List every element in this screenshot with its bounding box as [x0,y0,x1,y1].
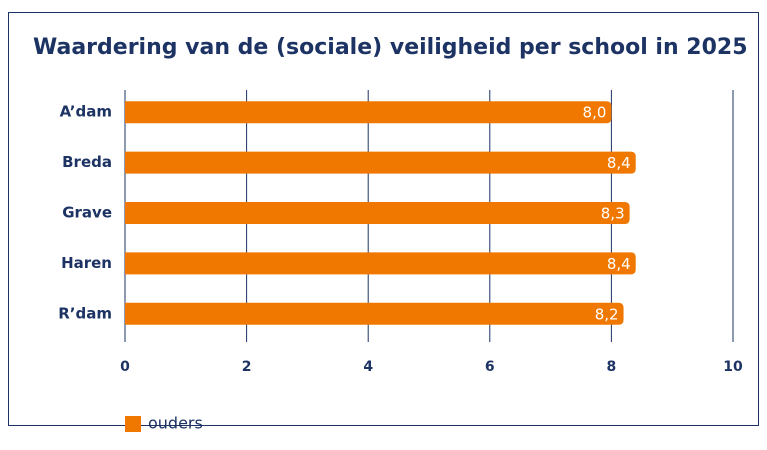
bar [125,302,624,325]
bar [125,202,630,224]
x-tick-label: 10 [723,359,743,375]
legend-label: ouders [148,414,203,433]
value-label: 8,2 [595,305,619,323]
y-tick-label: Grave [62,204,112,222]
value-label: 8,4 [607,255,631,273]
y-tick-label: Haren [61,254,112,272]
x-tick-label: 8 [607,359,617,375]
chart-title: Waardering van de (sociale) veiligheid p… [33,35,748,60]
value-label: 8,3 [601,205,625,223]
frame [8,12,759,426]
value-label: 8,0 [583,104,607,122]
value-label: 8,4 [607,154,631,172]
y-tick-label: Breda [62,153,112,171]
bar [125,151,636,174]
y-tick-label: A’dam [60,103,112,121]
bar [125,101,612,124]
x-tick-label: 6 [485,359,495,375]
bar [125,252,636,275]
legend-swatch [125,416,141,432]
y-tick-label: R’dam [58,304,112,322]
x-tick-label: 2 [242,359,252,375]
x-tick-label: 4 [363,359,373,375]
x-tick-label: 0 [120,359,130,375]
